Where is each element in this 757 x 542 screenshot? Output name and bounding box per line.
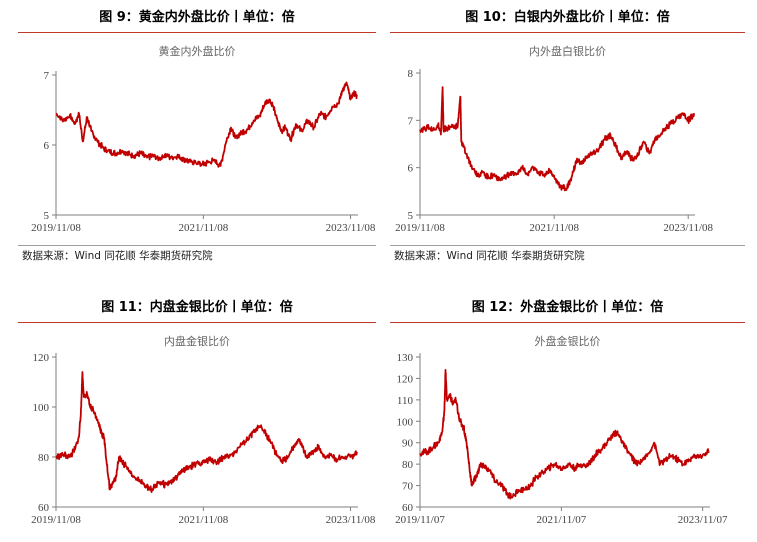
- figure-title: 图 9：黄金内外盘比价丨单位：倍: [99, 10, 295, 25]
- chart-domestic-gold-silver-ratio: 内盘金银比价 60 80 100 120 2019/11/08 2021/11/08 2023…: [31, 334, 376, 526]
- chart-silver-domestic-foreign-ratio: 内外盘白银比价 5 6 7 8 2019/11/08 2021/11/08 2023/11/0…: [395, 44, 713, 234]
- y-tick-label: 6: [408, 163, 414, 175]
- y-tick-label: 80: [38, 452, 50, 464]
- series-line: [55, 81, 358, 168]
- figure-title-rule: [390, 322, 745, 323]
- y-tick-label: 8: [408, 68, 414, 80]
- series-line: [55, 371, 358, 493]
- chart-title: 内盘金银比价: [164, 334, 230, 348]
- y-tick-label: 5: [408, 210, 414, 222]
- x-tick-label: 2021/11/08: [529, 222, 579, 234]
- figure-panel-domestic-gold-silver-ratio: 图 11：内盘金银比价丨单位：倍 内盘金银比价 60 80 100 120 2019/11…: [18, 297, 376, 537]
- figure-panel-gold-ratio: 图 9：黄金内外盘比价丨单位：倍 黄金内外盘比价 5 6 7 2019/11/08 202…: [18, 7, 376, 269]
- y-tick-label: 100: [397, 416, 414, 428]
- chart-gold-domestic-foreign-ratio: 黄金内外盘比价 5 6 7 2019/11/08 2021/11/08 2023/11/08: [31, 44, 376, 234]
- figure-title: 图 10：白银内外盘比价丨单位：倍: [465, 10, 670, 25]
- figure-bottom-rule: [18, 245, 376, 246]
- chart-title: 黄金内外盘比价: [159, 44, 236, 58]
- y-tick-label: 110: [397, 395, 414, 407]
- y-tick-label: 120: [33, 352, 50, 364]
- chart-title: 外盘金银比价: [535, 334, 601, 348]
- y-tick-label: 7: [44, 70, 50, 82]
- y-tick-label: 5: [44, 210, 50, 222]
- series-line: [419, 86, 695, 192]
- x-tick-label: 2023/11/08: [663, 222, 713, 234]
- x-tick-label: 2019/11/08: [31, 514, 81, 526]
- x-tick-label: 2023/11/07: [678, 514, 728, 526]
- x-tick-label: 2023/11/08: [326, 514, 376, 526]
- source-note: 数据来源：Wind 同花顺 华泰期货研究院: [394, 250, 585, 262]
- y-tick-label: 6: [44, 140, 50, 152]
- y-tick-label: 80: [402, 459, 414, 471]
- figure-title-rule: [390, 32, 745, 33]
- y-tick-label: 60: [402, 502, 414, 514]
- figure-title: 图 11：内盘金银比价丨单位：倍: [101, 300, 293, 315]
- figure-title-rule: [18, 32, 376, 33]
- x-tick-label: 2019/11/07: [395, 514, 445, 526]
- x-tick-label: 2021/11/07: [537, 514, 587, 526]
- y-tick-label: 60: [38, 502, 50, 514]
- y-tick-label: 7: [408, 115, 414, 127]
- y-tick-label: 130: [397, 352, 414, 364]
- y-tick-label: 100: [33, 402, 50, 414]
- chart-title: 内外盘白银比价: [529, 44, 606, 58]
- y-tick-label: 90: [402, 438, 414, 450]
- x-tick-label: 2019/11/08: [395, 222, 445, 234]
- series-line: [419, 369, 710, 500]
- figure-panel-foreign-gold-silver-ratio: 图 12：外盘金银比价丨单位：倍 外盘金银比价 60 70 80 90 100 110 120…: [390, 297, 745, 537]
- y-tick-label: 70: [402, 481, 414, 493]
- figure-bottom-rule: [390, 245, 745, 246]
- figure-title-rule: [18, 322, 376, 323]
- x-tick-label: 2021/11/08: [179, 514, 229, 526]
- y-tick-label: 120: [397, 373, 414, 385]
- x-tick-label: 2019/11/08: [31, 222, 81, 234]
- figure-title: 图 12：外盘金银比价丨单位：倍: [471, 300, 664, 315]
- x-tick-label: 2021/11/08: [179, 222, 229, 234]
- x-tick-label: 2023/11/08: [326, 222, 376, 234]
- figure-panel-silver-ratio: 图 10：白银内外盘比价丨单位：倍 内外盘白银比价 5 6 7 8 2019/11/08 2…: [390, 7, 745, 269]
- source-note: 数据来源：Wind 同花顺 华泰期货研究院: [22, 250, 213, 262]
- chart-foreign-gold-silver-ratio: 外盘金银比价 60 70 80 90 100 110 120 130 2019/11/07 2021…: [395, 334, 728, 526]
